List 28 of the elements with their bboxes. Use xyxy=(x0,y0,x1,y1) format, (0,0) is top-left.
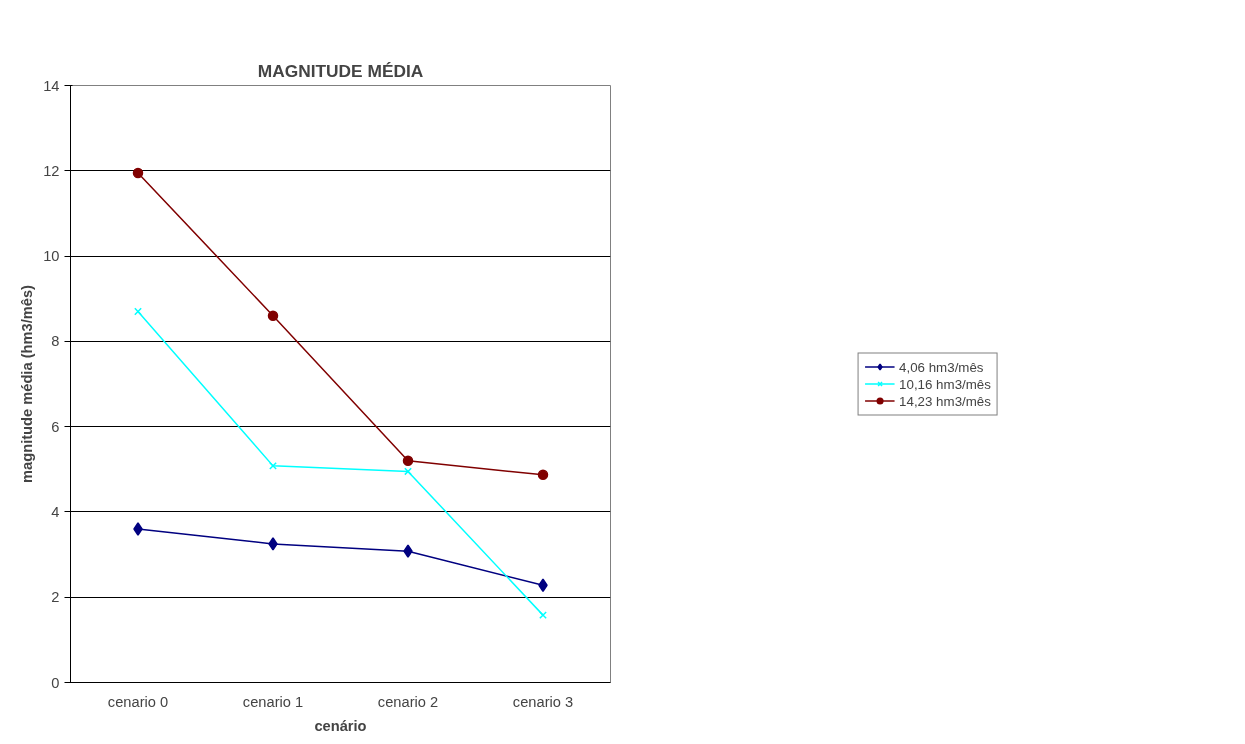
x-axis-title: cenário xyxy=(314,717,367,734)
point xyxy=(134,307,142,316)
x-tick-label: cenario 1 xyxy=(242,693,304,710)
point xyxy=(133,522,143,536)
point xyxy=(404,467,412,476)
point xyxy=(537,469,549,481)
x-tick-label: cenario 3 xyxy=(512,693,574,710)
point xyxy=(132,167,144,179)
chart-title: MAGNITUDE MÉDIA xyxy=(257,60,424,81)
y-tick-label: 0 xyxy=(51,674,60,691)
x-tick-label: cenario 2 xyxy=(377,693,439,710)
legend-label: 14,23 hm3/mês xyxy=(899,393,991,408)
point xyxy=(267,310,279,322)
y-tick-label: 2 xyxy=(51,589,60,606)
y-tick-label: 6 xyxy=(51,418,60,435)
y-tick-label: 14 xyxy=(43,77,60,94)
legend-label: 4,06 hm3/mês xyxy=(899,359,984,374)
point xyxy=(403,544,413,558)
y-tick-label: 8 xyxy=(51,333,60,350)
y-tick-label: 4 xyxy=(51,503,60,520)
point xyxy=(402,455,414,466)
legend-label: 10,16 hm3/mês xyxy=(899,376,991,391)
x-tick-label: cenario 0 xyxy=(107,693,169,710)
point xyxy=(269,461,277,470)
y-tick-label: 10 xyxy=(43,248,60,265)
y-tick-label: 12 xyxy=(43,162,60,179)
point xyxy=(268,537,278,551)
y-axis-title: magnitude média (hm3/mês) xyxy=(19,284,36,483)
